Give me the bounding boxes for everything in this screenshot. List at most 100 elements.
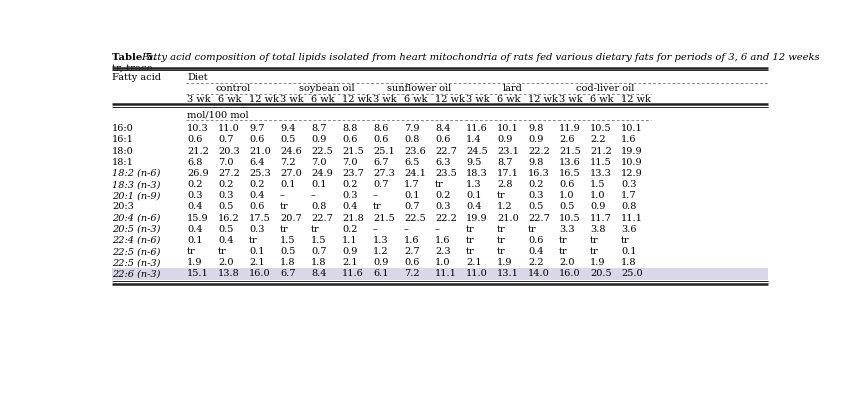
Text: 0.6: 0.6	[559, 180, 575, 189]
Text: 0.3: 0.3	[187, 191, 202, 200]
Text: 6.7: 6.7	[373, 158, 389, 167]
Text: 1.5: 1.5	[280, 236, 295, 245]
Text: 20.3: 20.3	[218, 147, 240, 156]
Text: 0.6: 0.6	[187, 136, 202, 144]
Text: 0.2: 0.2	[249, 180, 264, 189]
Text: 0.4: 0.4	[187, 225, 202, 234]
Text: 1.1: 1.1	[342, 236, 358, 245]
Text: 0.5: 0.5	[280, 136, 295, 144]
Text: 1.9: 1.9	[187, 258, 202, 267]
Text: 0.9: 0.9	[528, 136, 543, 144]
Text: 1.7: 1.7	[404, 180, 420, 189]
Text: 0.6: 0.6	[373, 136, 389, 144]
Text: tr: tr	[528, 225, 537, 234]
Text: 0.1: 0.1	[404, 191, 420, 200]
Text: 2.1: 2.1	[342, 258, 358, 267]
Text: 2.1: 2.1	[466, 258, 481, 267]
Text: 11.7: 11.7	[590, 214, 612, 223]
Text: 7.2: 7.2	[404, 270, 420, 278]
Text: 6.1: 6.1	[373, 270, 389, 278]
Text: 0.1: 0.1	[466, 191, 481, 200]
Text: 2.2: 2.2	[528, 258, 544, 267]
Text: 22:5 (n-6): 22:5 (n-6)	[112, 247, 160, 256]
Text: 15.9: 15.9	[187, 214, 208, 223]
Text: 1.2: 1.2	[373, 247, 389, 256]
Text: 0.5: 0.5	[218, 225, 233, 234]
Text: Table 5.: Table 5.	[112, 53, 156, 63]
Text: 8.8: 8.8	[342, 124, 358, 133]
Text: 1.8: 1.8	[621, 258, 637, 267]
Text: 20.7: 20.7	[280, 214, 302, 223]
Text: tr: tr	[311, 225, 320, 234]
Text: 22:5 (n-3): 22:5 (n-3)	[112, 258, 160, 267]
Text: 12 wk: 12 wk	[249, 95, 279, 104]
Text: 0.3: 0.3	[435, 202, 450, 212]
Text: 18:3 (n-3): 18:3 (n-3)	[112, 180, 160, 189]
Text: 21.5: 21.5	[342, 147, 364, 156]
Text: 20:1 (n-9): 20:1 (n-9)	[112, 191, 160, 200]
Text: tr: tr	[559, 236, 568, 245]
Text: –: –	[311, 191, 316, 200]
Text: 18:2 (n-6): 18:2 (n-6)	[112, 169, 160, 178]
Text: –: –	[373, 191, 378, 200]
Text: 22.7: 22.7	[528, 214, 550, 223]
Text: 0.4: 0.4	[187, 202, 202, 212]
Text: 13.6: 13.6	[559, 158, 581, 167]
Text: tr: tr	[497, 247, 505, 256]
Text: 0.7: 0.7	[373, 180, 389, 189]
Text: 21.0: 21.0	[249, 147, 271, 156]
Text: tr: tr	[497, 191, 505, 200]
Text: tr: tr	[590, 236, 599, 245]
Text: 1.4: 1.4	[466, 136, 481, 144]
Text: 0.6: 0.6	[528, 236, 543, 245]
Text: 0.2: 0.2	[342, 225, 358, 234]
Text: 2.7: 2.7	[404, 247, 420, 256]
Text: 2.0: 2.0	[218, 258, 233, 267]
Text: soybean oil: soybean oil	[299, 84, 354, 93]
Text: 11.5: 11.5	[590, 158, 612, 167]
Text: 17.1: 17.1	[497, 169, 519, 178]
Text: 3 wk: 3 wk	[559, 95, 583, 104]
Text: 0.2: 0.2	[435, 191, 450, 200]
Text: 6 wk: 6 wk	[590, 95, 613, 104]
Text: 7.0: 7.0	[218, 158, 233, 167]
Text: 18.3: 18.3	[466, 169, 488, 178]
Text: 21.5: 21.5	[373, 214, 395, 223]
Text: –: –	[373, 225, 378, 234]
Text: 13.3: 13.3	[590, 169, 612, 178]
Text: 14.0: 14.0	[528, 270, 550, 278]
Text: 0.9: 0.9	[590, 202, 606, 212]
Text: 16.0: 16.0	[249, 270, 271, 278]
Text: 9.8: 9.8	[528, 124, 543, 133]
Text: 1.3: 1.3	[466, 180, 481, 189]
Text: 1.6: 1.6	[435, 236, 450, 245]
Text: 20:3: 20:3	[112, 202, 134, 212]
Text: 16.5: 16.5	[559, 169, 581, 178]
Text: 11.0: 11.0	[218, 124, 240, 133]
Text: 25.0: 25.0	[621, 270, 643, 278]
Text: 0.3: 0.3	[249, 225, 264, 234]
Text: 10.3: 10.3	[187, 124, 208, 133]
Text: Fatty acid: Fatty acid	[112, 74, 161, 82]
Text: 12 wk: 12 wk	[621, 95, 651, 104]
Text: tr: tr	[280, 225, 288, 234]
Text: 0.6: 0.6	[249, 136, 264, 144]
Text: 27.2: 27.2	[218, 169, 240, 178]
Text: 2.6: 2.6	[559, 136, 575, 144]
Text: 0.2: 0.2	[218, 180, 233, 189]
Text: 20.5: 20.5	[590, 270, 612, 278]
Text: 24.1: 24.1	[404, 169, 426, 178]
Text: 0.6: 0.6	[342, 136, 358, 144]
Text: tr: tr	[218, 247, 227, 256]
Text: 0.6: 0.6	[435, 136, 450, 144]
Text: 1.7: 1.7	[621, 191, 637, 200]
Text: 22.7: 22.7	[435, 147, 457, 156]
Text: lard: lard	[503, 84, 523, 93]
Text: 6.7: 6.7	[280, 270, 295, 278]
Text: 0.5: 0.5	[280, 247, 295, 256]
Text: 1.0: 1.0	[435, 258, 450, 267]
Text: 23.5: 23.5	[435, 169, 456, 178]
Text: 6 wk: 6 wk	[311, 95, 335, 104]
Text: 0.3: 0.3	[528, 191, 544, 200]
Text: 0.5: 0.5	[559, 202, 575, 212]
